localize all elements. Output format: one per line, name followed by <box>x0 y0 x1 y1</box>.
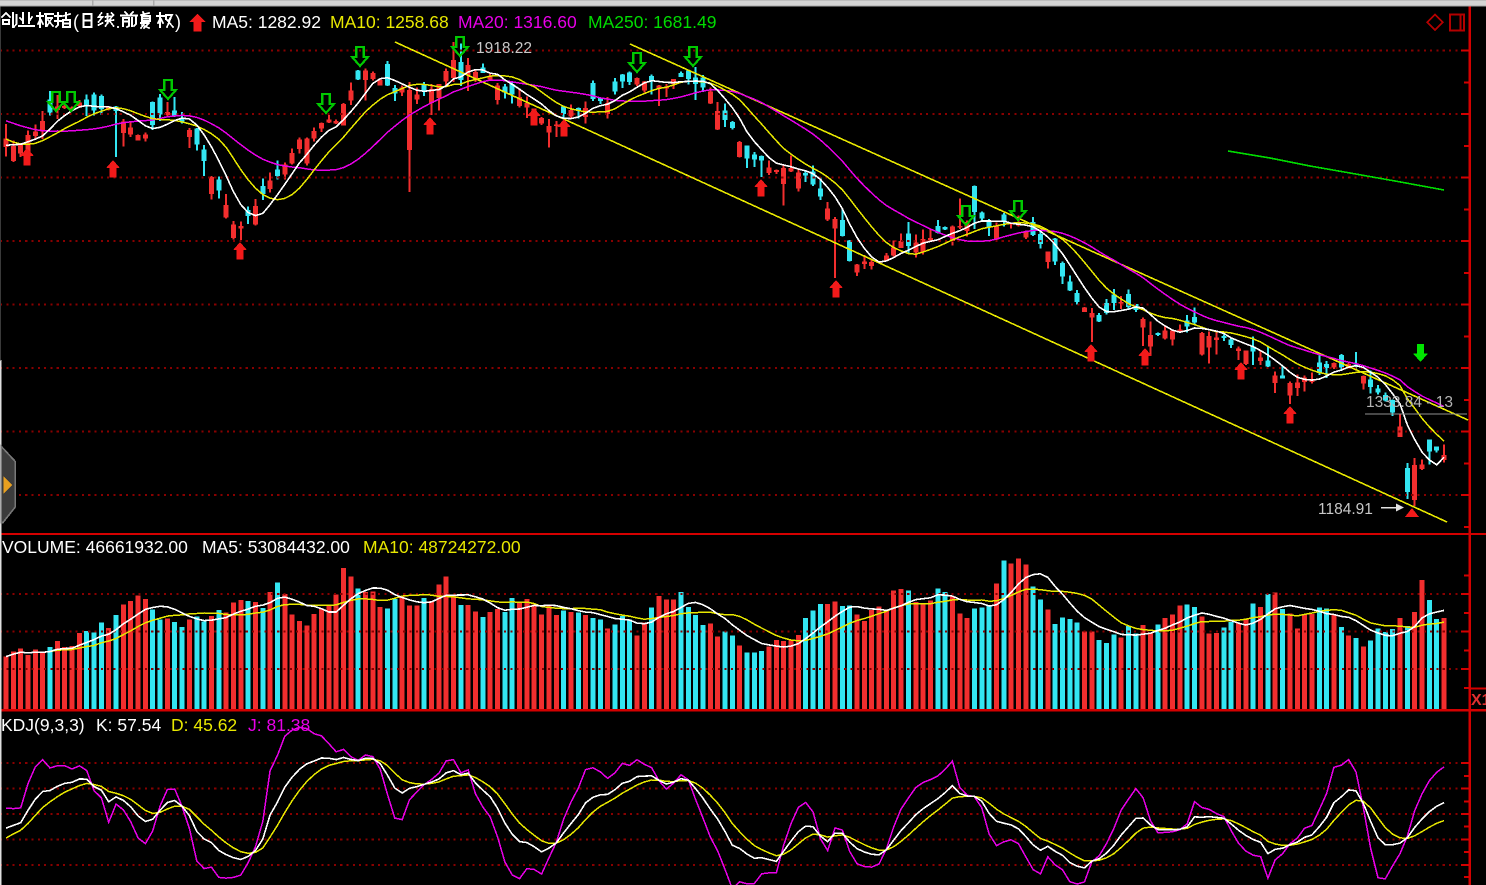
svg-text:MA5: 1282.92: MA5: 1282.92 <box>212 12 321 32</box>
svg-text:X1: X1 <box>1471 692 1486 709</box>
svg-text:(: ( <box>73 12 79 32</box>
svg-text:1184.91: 1184.91 <box>1318 501 1373 518</box>
svg-text:1333.84 - 13: 1333.84 - 13 <box>1366 394 1453 411</box>
svg-text:MA250: 1681.49: MA250: 1681.49 <box>588 12 716 32</box>
svg-text:1918.22: 1918.22 <box>476 40 532 57</box>
svg-text:): ) <box>175 12 181 32</box>
svg-text:D: 45.62: D: 45.62 <box>171 715 237 735</box>
svg-text:J: 81.38: J: 81.38 <box>248 715 310 735</box>
svg-text:MA10: 1258.68: MA10: 1258.68 <box>330 12 449 32</box>
svg-text:MA20: 1316.60: MA20: 1316.60 <box>458 12 577 32</box>
svg-text:KDJ(9,3,3): KDJ(9,3,3) <box>1 715 85 735</box>
svg-text:K: 57.54: K: 57.54 <box>96 715 161 735</box>
svg-text:.: . <box>116 12 121 32</box>
svg-text:MA10: 48724272.00: MA10: 48724272.00 <box>363 537 521 557</box>
svg-text:MA5: 53084432.00: MA5: 53084432.00 <box>202 537 350 557</box>
svg-text:VOLUME: 46661932.00: VOLUME: 46661932.00 <box>2 537 188 557</box>
